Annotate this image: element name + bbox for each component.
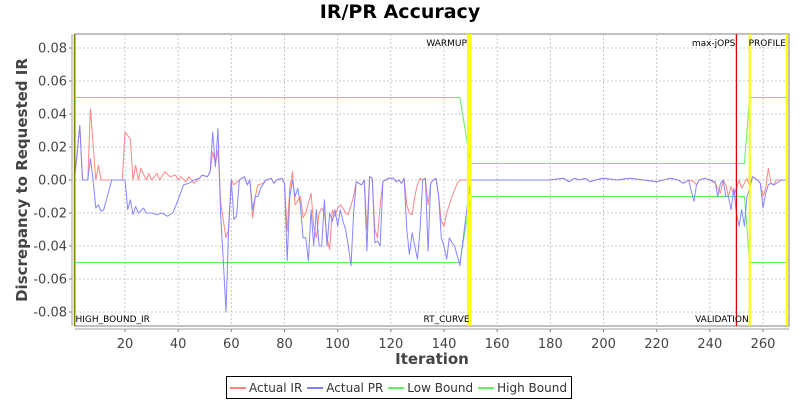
legend-item-high-bound: High Bound xyxy=(478,381,567,395)
legend-item-actual-ir: Actual IR xyxy=(230,381,302,395)
legend-swatch-actual-ir xyxy=(230,386,246,389)
x-tick-label: 100 xyxy=(325,337,350,352)
x-tick-label: 40 xyxy=(170,337,187,352)
legend-label-high-bound: High Bound xyxy=(497,380,567,395)
legend-item-low-bound: Low Bound xyxy=(388,381,473,395)
y-tick-label: 0.08 xyxy=(38,42,67,57)
marker-label: HIGH_BOUND_IR xyxy=(75,315,149,325)
marker-label: max-jOPS xyxy=(692,39,736,49)
legend: Actual IR Actual PR Low Bound High Bound xyxy=(226,376,572,399)
x-tick-label: 180 xyxy=(538,337,563,352)
marker-label: RT_CURVE xyxy=(424,315,470,325)
x-tick-label: 220 xyxy=(644,337,669,352)
marker-label: WARMUP xyxy=(426,39,467,49)
series-actual-pr xyxy=(74,125,787,313)
x-tick-label: 160 xyxy=(485,337,510,352)
x-tick-label: 240 xyxy=(697,337,722,352)
x-tick-label: 20 xyxy=(117,337,134,352)
legend-label-actual-ir: Actual IR xyxy=(249,380,303,395)
y-tick-label: -0.04 xyxy=(33,240,67,255)
x-tick-label: 120 xyxy=(378,337,403,352)
y-tick-label: -0.08 xyxy=(33,306,67,321)
legend-swatch-low-bound xyxy=(388,386,405,389)
phase-markers: HIGH_BOUND_IR WARMUP RT_CURVE max-jOPS VALID… xyxy=(73,34,788,326)
y-tick-label: 0.02 xyxy=(38,141,67,156)
legend-item-actual-pr: Actual PR xyxy=(307,381,383,395)
x-tick-label: 260 xyxy=(751,337,776,352)
axes: 20 40 60 80 100 120 140 160 180 200 220 240 260 0.08 0… xyxy=(33,34,789,352)
x-tick-label: 80 xyxy=(276,337,293,352)
x-tick-label: 200 xyxy=(591,337,616,352)
y-tick-label: 0.06 xyxy=(38,75,67,90)
series-low-bound xyxy=(74,196,787,263)
legend-swatch-actual-pr xyxy=(307,386,324,389)
legend-swatch-high-bound xyxy=(478,386,495,389)
legend-label-low-bound: Low Bound xyxy=(407,380,474,395)
y-tick-label: -0.02 xyxy=(33,207,67,222)
x-tick-label: 60 xyxy=(223,337,240,352)
x-axis-label: Iteration xyxy=(395,350,469,368)
y-tick-label: -0.06 xyxy=(33,273,67,288)
series-lines xyxy=(74,97,787,313)
legend-label-actual-pr: Actual PR xyxy=(326,380,384,395)
y-tick-label: 0.00 xyxy=(38,174,67,189)
marker-label: PROFILE xyxy=(749,39,787,49)
marker-label: VALIDATION xyxy=(695,315,749,325)
y-tick-label: 0.04 xyxy=(38,108,67,123)
gridlines xyxy=(74,33,790,327)
series-high-bound xyxy=(74,97,787,164)
x-tick-label: 140 xyxy=(432,337,457,352)
chart-title: IR/PR Accuracy xyxy=(319,1,481,23)
